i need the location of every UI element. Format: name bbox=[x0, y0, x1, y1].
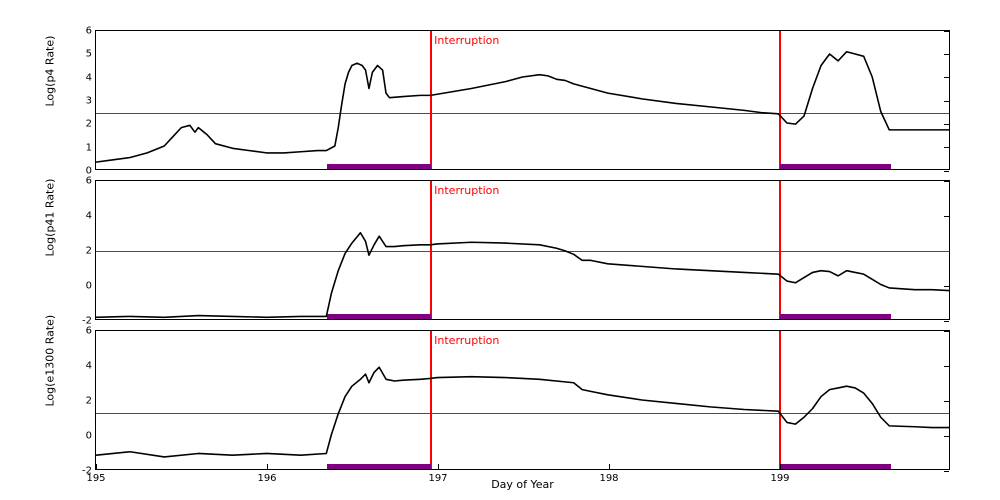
ytick-label: 5 bbox=[86, 49, 96, 60]
xtick-mark bbox=[609, 464, 610, 469]
ytick-label: 0 bbox=[86, 281, 96, 292]
panel-0: 0123456Interruption bbox=[95, 30, 950, 170]
ytick-label: 1 bbox=[86, 142, 96, 153]
ytick-label: 2 bbox=[86, 246, 96, 257]
ytick-mark bbox=[944, 171, 949, 172]
xtick-mark bbox=[780, 464, 781, 469]
ylabel-0: Log(p4 Rate) bbox=[44, 87, 57, 107]
ylabel-1: Log(p41 Rate) bbox=[44, 237, 57, 257]
xtick-mark bbox=[96, 464, 97, 469]
ylabel-2: Log(e1300 Rate) bbox=[44, 387, 57, 407]
ytick-mark bbox=[944, 471, 949, 472]
panel-1: -20246Interruption bbox=[95, 180, 950, 320]
ytick-label: 0 bbox=[86, 431, 96, 442]
ytick-label: 6 bbox=[86, 26, 96, 37]
ytick-label: 4 bbox=[86, 211, 96, 222]
ytick-label: 2 bbox=[86, 119, 96, 130]
panel-2: -20246Interruption195196197198199 bbox=[95, 330, 950, 470]
series-line bbox=[96, 31, 949, 169]
ytick-mark bbox=[944, 321, 949, 322]
figure: 0123456Interruption Log(p4 Rate) -20246Int… bbox=[0, 0, 1000, 500]
xtick-mark bbox=[438, 464, 439, 469]
ytick-label: 3 bbox=[86, 96, 96, 107]
ytick-label: 4 bbox=[86, 72, 96, 83]
xlabel: Day of Year bbox=[95, 478, 950, 491]
ytick-label: 6 bbox=[86, 326, 96, 337]
series-line bbox=[96, 331, 949, 469]
ytick-label: 2 bbox=[86, 396, 96, 407]
xtick-mark bbox=[267, 464, 268, 469]
series-line bbox=[96, 181, 949, 319]
ytick-label: 6 bbox=[86, 176, 96, 187]
ytick-label: 4 bbox=[86, 361, 96, 372]
